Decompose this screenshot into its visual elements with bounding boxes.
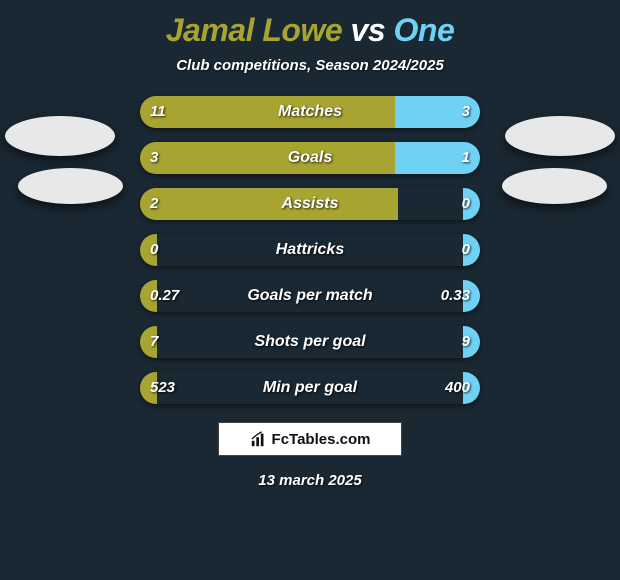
player2-name: One [394,12,455,48]
stat-label: Goals per match [140,280,480,312]
vs-separator: vs [351,12,386,48]
stat-row: 0.270.33Goals per match [0,280,620,312]
player1-name: Jamal Lowe [166,12,342,48]
stat-row: 00Hattricks [0,234,620,266]
stats-chart: 113Matches 31Goals 20Assists 00Hattricks 0.2… [0,96,620,404]
season-subtitle: Club competitions, Season 2024/2025 [0,57,620,74]
stat-row: 113Matches [0,96,620,128]
chart-icon [250,430,268,448]
stat-label: Assists [140,188,480,220]
stat-row: 523400Min per goal [0,372,620,404]
branding-badge[interactable]: FcTables.com [218,422,402,456]
stat-row: 31Goals [0,142,620,174]
stat-label: Min per goal [140,372,480,404]
stat-row: 79Shots per goal [0,326,620,358]
stat-row: 20Assists [0,188,620,220]
stat-label: Hattricks [140,234,480,266]
branding-text: FcTables.com [272,431,371,448]
report-date: 13 march 2025 [0,472,620,489]
stat-label: Matches [140,96,480,128]
stat-label: Shots per goal [140,326,480,358]
stat-label: Goals [140,142,480,174]
comparison-title: Jamal Lowe vs One [0,0,620,49]
